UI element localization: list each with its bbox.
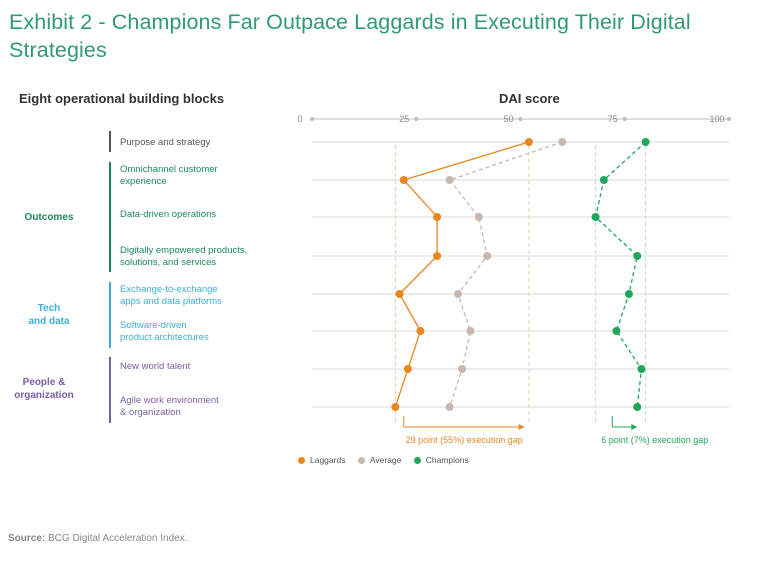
row-label: Omnichannel customer experience xyxy=(120,164,218,187)
legend-label-laggards: Laggards xyxy=(310,455,346,465)
average-point xyxy=(474,213,483,221)
x-tick-label: 100 xyxy=(709,114,724,124)
laggards-line xyxy=(394,141,530,408)
gap-arrow-head xyxy=(518,424,525,430)
average-point xyxy=(483,252,492,260)
legend-item-laggards: Laggards xyxy=(298,455,345,465)
row-label: Digitally empowered products, solutions,… xyxy=(120,245,248,268)
laggards-point xyxy=(403,365,412,373)
champions-line xyxy=(594,141,647,408)
x-tick-label: 0 xyxy=(297,114,302,124)
legend-label-average: Average xyxy=(369,455,402,465)
axis-title: DAI score xyxy=(499,91,560,106)
laggards-point xyxy=(433,213,442,221)
gap-label: 6 point (7%) execution gap xyxy=(601,435,708,445)
x-tick-label: 75 xyxy=(608,114,618,124)
average-point xyxy=(466,327,475,335)
gap-arrow-head xyxy=(631,424,638,430)
gap-label: 29 point (55%) execution gap xyxy=(406,435,523,445)
page-title: Exhibit 2 - Champions Far Outpace Laggar… xyxy=(9,10,691,62)
x-tick-label: 25 xyxy=(399,114,409,124)
row-label: New world talent xyxy=(120,361,191,372)
group-label: People & organization xyxy=(14,377,74,401)
champions-point xyxy=(599,176,608,184)
champions-point xyxy=(641,138,650,146)
laggards-point xyxy=(391,403,400,411)
average-line xyxy=(448,141,563,408)
average-dot-icon xyxy=(357,456,365,464)
laggards-point xyxy=(524,138,533,146)
x-tick-mark xyxy=(622,117,627,121)
legend-item-average: Average xyxy=(357,455,402,465)
x-tick-mark xyxy=(310,117,314,121)
group-label: Tech and data xyxy=(28,303,70,327)
group-bar xyxy=(109,282,111,348)
average-point xyxy=(445,403,454,411)
group-bar xyxy=(109,131,111,152)
row-label: Purpose and strategy xyxy=(120,137,211,148)
row-label: Exchange-to-exchange apps and data platf… xyxy=(120,284,222,307)
row-label: Software-driven product architectures xyxy=(120,320,209,343)
laggards-dot-icon xyxy=(298,456,305,464)
group-bar xyxy=(109,357,111,423)
champions-point xyxy=(591,213,600,221)
laggards-point xyxy=(399,176,408,184)
average-point xyxy=(445,176,454,184)
left-heading: Eight operational building blocks xyxy=(19,91,225,106)
legend-label-champions: Champions xyxy=(425,455,469,465)
x-tick-mark xyxy=(414,117,419,121)
source-note: Source: BCG Digital Acceleration Index. xyxy=(8,533,188,544)
group-bar xyxy=(109,162,111,272)
champions-point xyxy=(633,252,642,260)
champions-point xyxy=(624,290,633,298)
champions-dot-icon xyxy=(413,456,421,464)
x-tick-mark xyxy=(518,117,523,121)
laggards-point xyxy=(416,327,425,335)
group-label: Outcomes xyxy=(24,212,74,223)
row-label: Agile work environment & organization xyxy=(120,395,219,418)
source-text: BCG Digital Acceleration Index. xyxy=(45,533,188,544)
champions-point xyxy=(637,365,646,373)
legend-item-champions: Champions xyxy=(413,455,469,465)
champions-point xyxy=(633,403,642,411)
source-prefix: Source: xyxy=(8,533,46,544)
x-tick-label: 50 xyxy=(503,114,513,124)
laggards-point xyxy=(395,290,404,298)
average-point xyxy=(453,290,462,298)
row-label: Data-driven operations xyxy=(120,209,217,220)
average-point xyxy=(458,365,467,373)
laggards-point xyxy=(433,252,442,260)
average-point xyxy=(558,138,567,146)
legend: Laggards Average Champions xyxy=(298,455,479,466)
champions-point xyxy=(612,327,621,335)
x-tick-mark xyxy=(727,117,731,121)
